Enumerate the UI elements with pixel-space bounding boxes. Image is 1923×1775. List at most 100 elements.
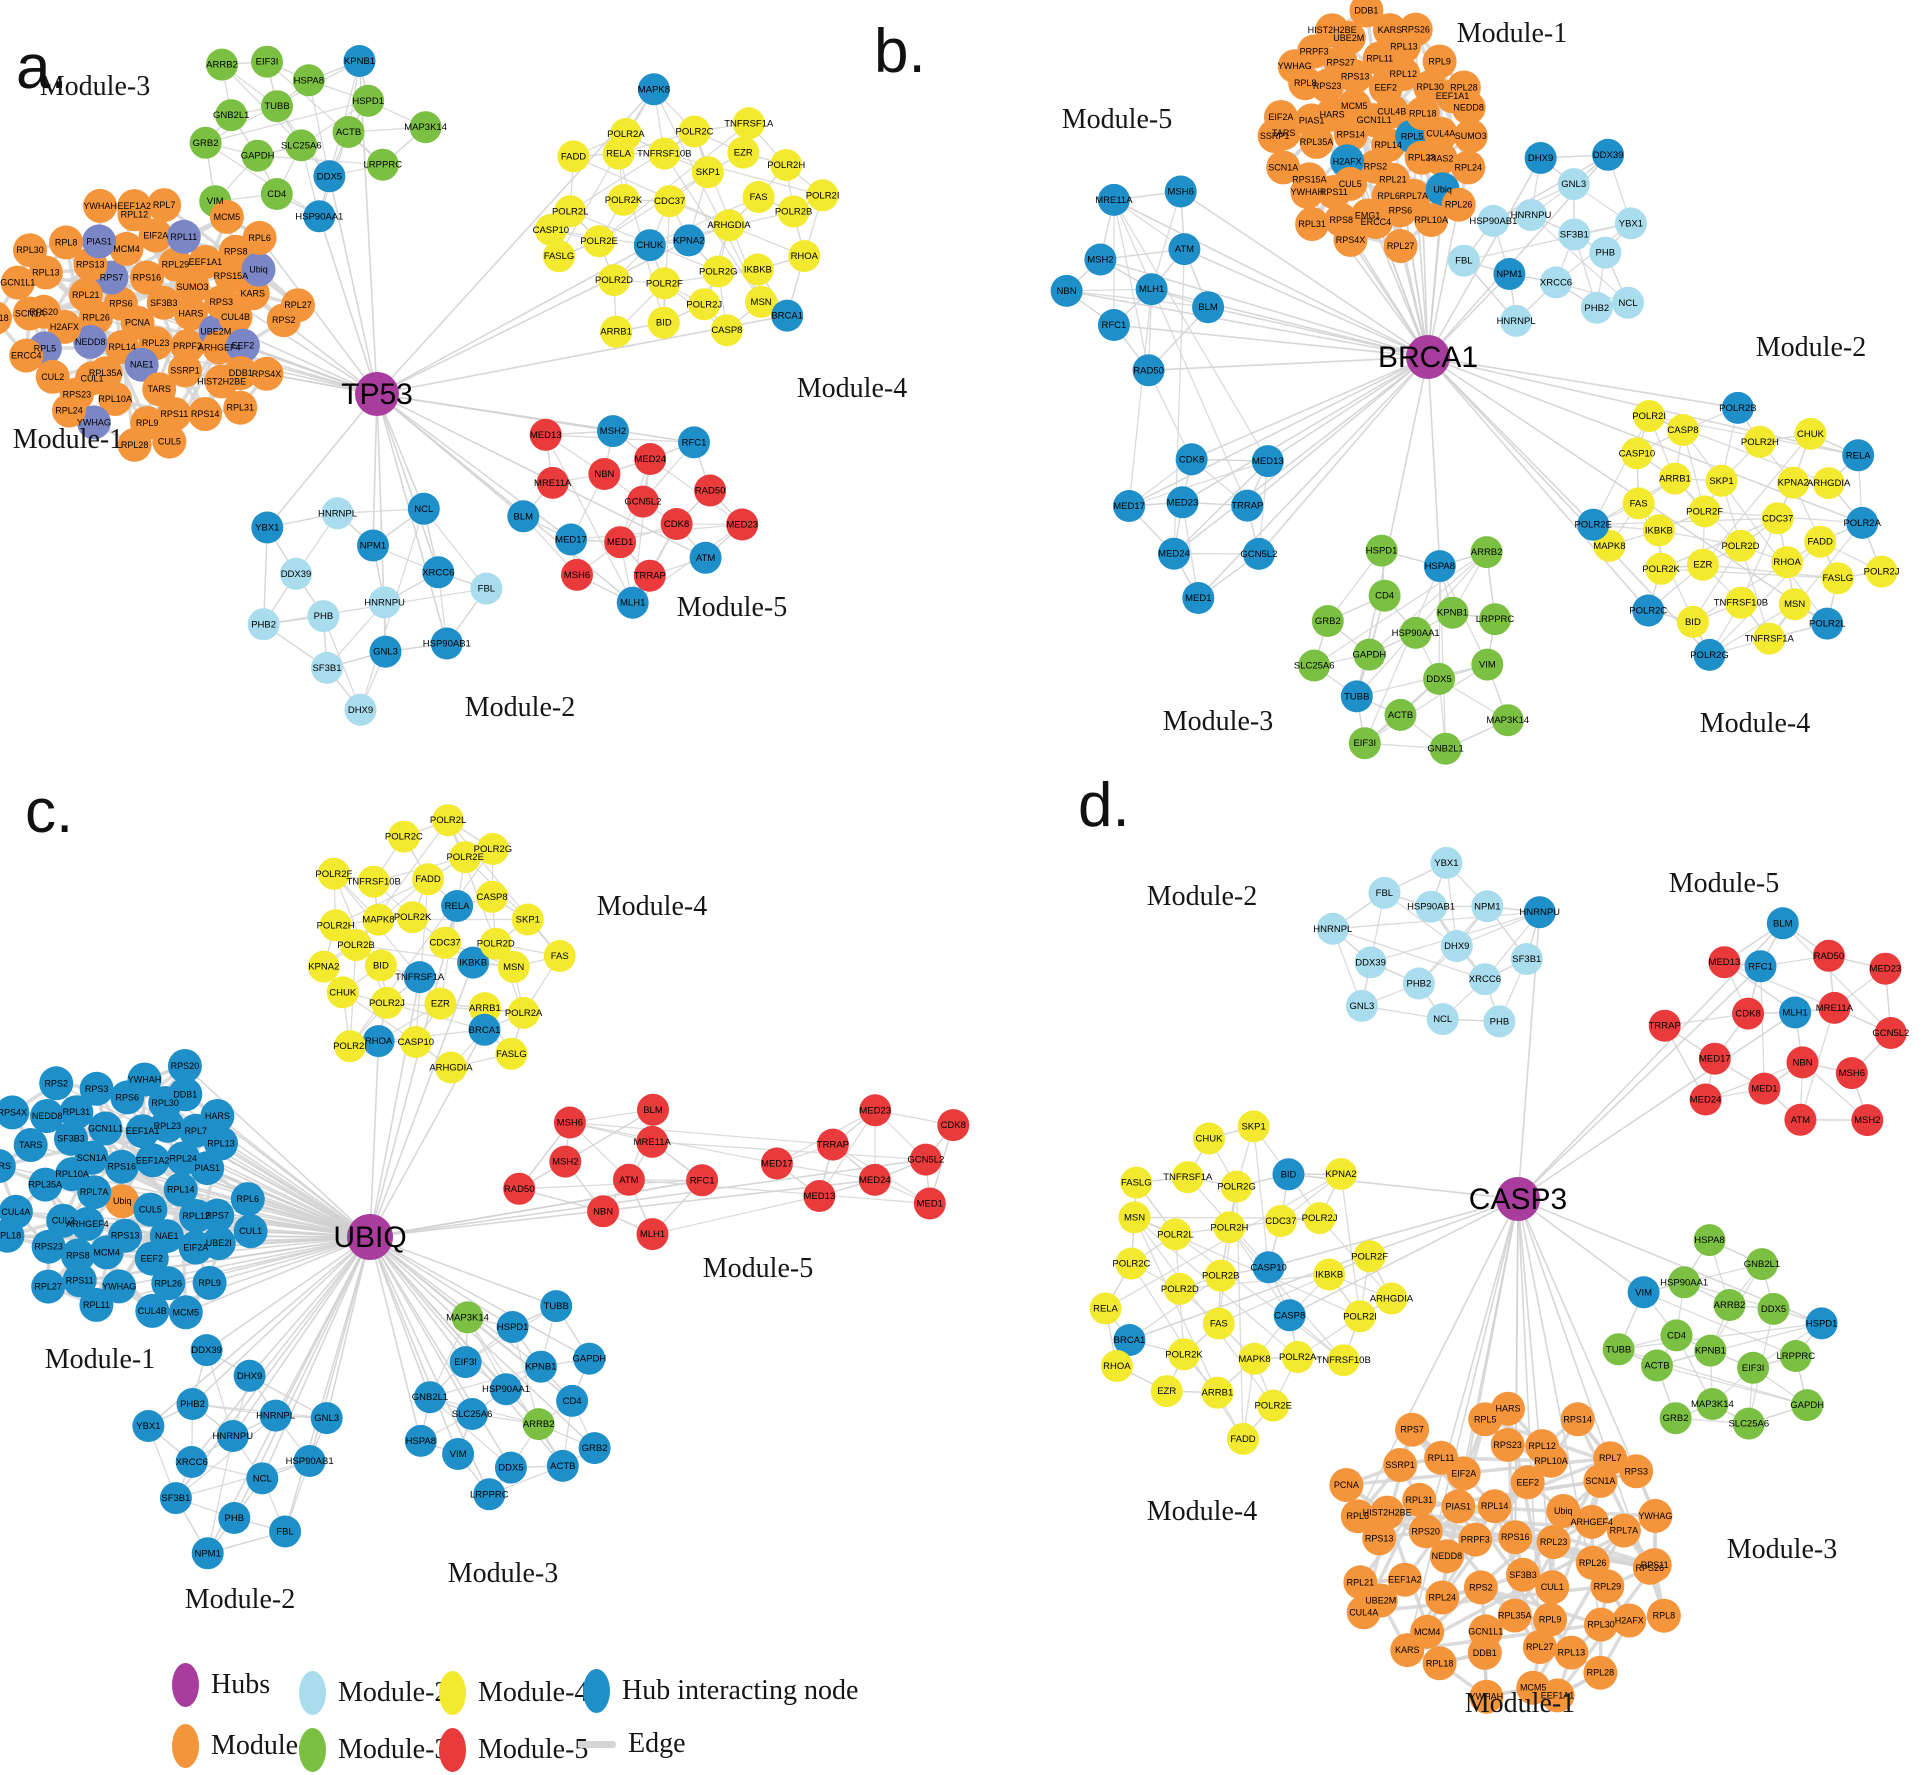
node-label: MAP3K14 (1486, 715, 1529, 726)
node-POLR2I (1633, 400, 1666, 432)
node-label: SF3B1 (161, 1493, 190, 1504)
node-label: RHOA (365, 1036, 393, 1047)
node-label: ATM (619, 1175, 638, 1186)
node-label: ARHGDIA (1807, 478, 1851, 489)
node-label: MLH1 (1782, 1008, 1807, 1019)
node-RPL8 (1646, 1598, 1681, 1633)
node-label: KPNA2 (1778, 478, 1809, 489)
node-RPL29 (1590, 1569, 1625, 1604)
node-label: DHX9 (1528, 153, 1553, 164)
node-label: SCN1A (1268, 162, 1298, 172)
node-KARS (1372, 13, 1407, 48)
node-label: MCM5 (173, 1307, 200, 1317)
node-MSN (745, 285, 778, 318)
node-MAP3K14 (451, 1301, 484, 1334)
node-label: RPS3 (85, 1084, 109, 1094)
node-DDX5 (313, 160, 346, 193)
node-CD4 (260, 178, 293, 210)
node-label: RPS8 (1330, 215, 1354, 225)
node-label: CASP8 (1667, 425, 1698, 436)
node-label: MAP3K14 (404, 122, 447, 133)
legend-label: Module-2 (338, 1677, 449, 1708)
node-RPS6 (103, 286, 138, 321)
node-label: SKP1 (1241, 1121, 1265, 1132)
node-POLR2B (777, 195, 810, 228)
node-label: MSH6 (557, 1118, 583, 1129)
node-CASP10 (534, 213, 567, 246)
node-POLR2J (1865, 555, 1898, 588)
node-RPL18 (0, 301, 12, 335)
node-YWHAH (1290, 174, 1325, 209)
node-TNFRSF10B (648, 137, 681, 170)
node-GRB2 (1311, 605, 1344, 637)
node-POLR2K (1168, 1338, 1200, 1371)
node-label: RPS13 (76, 259, 105, 269)
node-label: CUL4B (221, 312, 250, 322)
node-FASLG (1120, 1166, 1153, 1199)
node-label: RPL35A (29, 1180, 63, 1190)
node-MRE11A (1818, 991, 1851, 1024)
node-label: RPS13 (1341, 71, 1370, 81)
node-CASP8 (1273, 1299, 1306, 1332)
node-RPS23 (31, 1229, 66, 1264)
node-DDX5 (1757, 1292, 1790, 1325)
node-label: PHB2 (180, 1399, 205, 1410)
node-label: EEF2 (1375, 83, 1398, 93)
node-CASP8 (476, 880, 509, 913)
node-EIF3I (1737, 1351, 1770, 1384)
node-POLR2L (1159, 1218, 1192, 1251)
node-KPNA2 (1777, 466, 1810, 499)
node-label: GCN5L2 (624, 497, 661, 508)
node-label: POLR2J (1864, 567, 1900, 578)
node-label: VIM (1635, 1287, 1652, 1298)
node-EIF2A (138, 218, 173, 253)
node-MAPK8 (362, 903, 395, 936)
node-label: GAPDH (572, 1354, 606, 1365)
node-label: FADD (561, 151, 586, 162)
node-label: MLH1 (640, 1229, 665, 1240)
node-label: EIF3I (1742, 1363, 1765, 1374)
node-label: RPL5 (1401, 131, 1424, 141)
node-label: POLR2I (1343, 1311, 1377, 1322)
hub-label: BRCA1 (1378, 341, 1478, 374)
node-label: RPS16 (1501, 1532, 1530, 1542)
node-CUL4B (135, 1293, 170, 1328)
node-label: NCL (1433, 1014, 1452, 1025)
node-label: YWHAG (102, 1281, 136, 1291)
node-label: MCM5 (214, 212, 241, 222)
node-RAD50 (1812, 939, 1845, 972)
node-SKP1 (511, 903, 544, 936)
node-label: ACTB (550, 1461, 575, 1472)
node-label: RFC1 (1101, 320, 1126, 331)
node-label: POLR2K (1642, 564, 1680, 575)
node-label: SLC25A6 (1294, 661, 1335, 672)
node-label: GNB2L1 (213, 110, 249, 121)
node-ARHGDIA (435, 1051, 467, 1084)
node-NBN (588, 458, 621, 490)
node-YWHAG (102, 1269, 137, 1304)
node-PHB (307, 600, 340, 633)
node-label: PHB2 (1406, 979, 1431, 990)
node-label: FADD (1230, 1434, 1255, 1445)
node-POLR2D (1163, 1272, 1196, 1305)
node-label: CDC37 (654, 196, 685, 207)
node-label: FBL (276, 1527, 293, 1538)
node-LRPPRC (1479, 603, 1511, 636)
node-MRE11A (1097, 183, 1130, 216)
node-POLR2A (609, 118, 642, 150)
node-label: FAS (551, 951, 569, 962)
node-UBE2I (201, 1226, 236, 1260)
node-POLR2J (370, 986, 403, 1019)
node-label: MED17 (555, 535, 587, 546)
node-HSPD1 (496, 1311, 529, 1343)
node-POLR2A (1846, 506, 1879, 539)
node-label: EZR (431, 999, 450, 1010)
node-label: CUL1 (80, 373, 103, 383)
node-label: SLC25A6 (452, 1409, 493, 1420)
node-label: VIM (1479, 660, 1496, 671)
node-label: PRPF3 (1461, 1535, 1490, 1545)
node-MLH1 (1135, 273, 1168, 306)
node-RPL6 (1340, 1499, 1375, 1534)
node-RPS16 (129, 260, 164, 295)
node-label: POLR2A (1279, 1352, 1317, 1363)
